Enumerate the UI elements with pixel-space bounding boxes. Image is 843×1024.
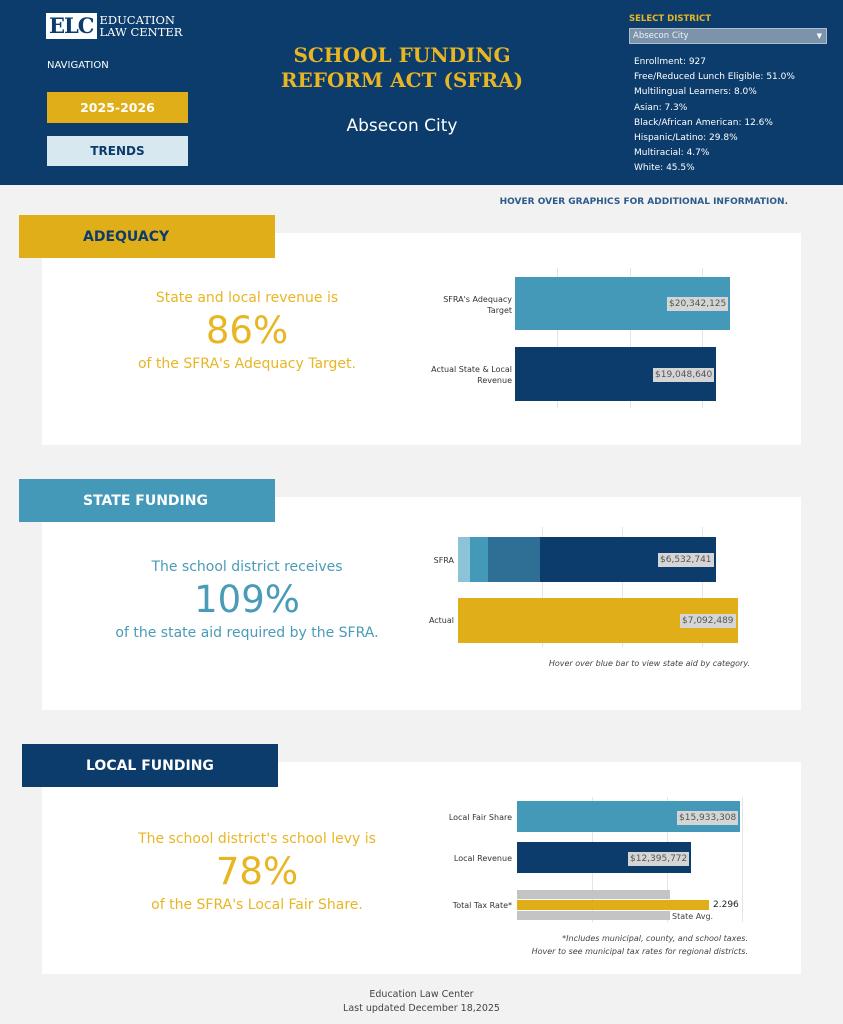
stat-white: White: 45.5% bbox=[634, 163, 695, 174]
district-name: Absecon City bbox=[346, 116, 458, 136]
gridline bbox=[702, 268, 703, 408]
stat-enrollment: Enrollment: 927 bbox=[634, 57, 707, 67]
adequacy-summary: State and local revenue is 86% of the SF… bbox=[82, 290, 412, 372]
tab-state-funding: STATE FUNDING bbox=[19, 479, 275, 522]
stat-frl: Free/Reduced Lunch Eligible: 51.0% bbox=[634, 72, 795, 83]
actual-revenue-label: Actual State & Local Revenue bbox=[431, 365, 512, 385]
stat-asian: Asian: 7.3% bbox=[634, 102, 688, 113]
gridline bbox=[622, 527, 623, 647]
stat-hispanic: Hispanic/Latino: 29.8% bbox=[634, 133, 738, 144]
sfra-label: SFRA bbox=[433, 556, 454, 565]
local-fair-share-value: $15,933,308 bbox=[677, 811, 739, 825]
sfra-state-aid-bar[interactable] bbox=[458, 537, 716, 582]
adequacy-post-text: of the SFRA's Adequacy Target. bbox=[137, 356, 356, 372]
sfra-segment-1[interactable] bbox=[458, 537, 470, 582]
tab-adequacy: ADEQUACY bbox=[19, 215, 275, 258]
gridline bbox=[630, 268, 631, 408]
actual-value: $7,092,489 bbox=[680, 614, 736, 628]
actual-revenue-value: $19,048,640 bbox=[653, 368, 715, 382]
chevron-down-icon: ▼ bbox=[816, 32, 822, 40]
navigation-label: NAVIGATION bbox=[47, 60, 109, 71]
adequacy-percent: 86% bbox=[205, 309, 289, 352]
stat-multiracial: Multiracial: 4.7% bbox=[634, 148, 710, 159]
title-line2: REFORM ACT (SFRA) bbox=[280, 68, 524, 92]
logo-line2: LAW CENTER bbox=[99, 25, 183, 39]
trends-button[interactable]: TRENDS bbox=[47, 136, 188, 166]
tax-footnote-1: *Includes municipal, county, and school … bbox=[562, 934, 748, 943]
local-pre-text: The school district's school levy is bbox=[138, 831, 376, 847]
adequacy-target-label: SFRA's Adequacy Target bbox=[443, 295, 512, 315]
actual-label: Actual bbox=[428, 616, 454, 625]
adequacy-pre-text: State and local revenue is bbox=[155, 290, 339, 306]
state-percent: 109% bbox=[194, 578, 300, 621]
gridline bbox=[742, 797, 743, 922]
stat-black: Black/African American: 12.6% bbox=[634, 117, 773, 128]
page-title: SCHOOL FUNDING REFORM ACT (SFRA) bbox=[262, 43, 542, 93]
local-fair-share-label: Local Fair Share bbox=[448, 813, 512, 822]
district-tax-rate-bar[interactable] bbox=[517, 900, 709, 910]
state-avg-label: State Avg. bbox=[672, 912, 714, 921]
district-select-value: Absecon City bbox=[633, 31, 689, 41]
gridline bbox=[542, 527, 543, 647]
total-tax-rate-label: Total Tax Rate* bbox=[452, 901, 512, 910]
title-line1: SCHOOL FUNDING bbox=[293, 43, 511, 67]
footer-updated: Last updated December 18,2025 bbox=[343, 1003, 500, 1014]
state-hover-note: Hover over blue bar to view state aid by… bbox=[548, 659, 750, 668]
header-banner: ELC EDUCATION LAW CENTER NAVIGATION 2025… bbox=[0, 0, 843, 185]
adequacy-target-value: $20,342,125 bbox=[667, 297, 729, 311]
stat-multilingual: Multilingual Learners: 8.0% bbox=[634, 87, 757, 98]
logo-line1: EDUCATION bbox=[99, 13, 176, 27]
state-pre-text: The school district receives bbox=[151, 559, 343, 575]
local-funding-panel: The school district's school levy is 78%… bbox=[42, 762, 801, 974]
district-stats: Enrollment: 927 Free/Reduced Lunch Eligi… bbox=[634, 55, 795, 177]
logo-mark: ELC bbox=[46, 13, 97, 39]
state-funding-panel: The school district receives 109% of the… bbox=[42, 497, 801, 710]
local-revenue-label: Local Revenue bbox=[453, 854, 512, 863]
elc-logo[interactable]: ELC EDUCATION LAW CENTER bbox=[46, 13, 182, 39]
adequacy-panel: State and local revenue is 86% of the SF… bbox=[42, 233, 801, 445]
year-button[interactable]: 2025-2026 bbox=[47, 92, 188, 123]
state-avg-tax-bar-bottom[interactable] bbox=[517, 911, 670, 920]
gridline bbox=[557, 268, 558, 408]
tab-local-funding: LOCAL FUNDING bbox=[22, 744, 278, 787]
tax-footnote-2: Hover to see municipal tax rates for reg… bbox=[531, 947, 748, 956]
local-percent: 78% bbox=[215, 850, 299, 893]
footer: Education Law Center Last updated Decemb… bbox=[0, 988, 843, 1016]
sfra-segment-2[interactable] bbox=[470, 537, 488, 582]
sfra-value: $6,532,741 bbox=[658, 553, 714, 567]
tax-rate-value: 2.296 bbox=[713, 900, 739, 910]
gridline bbox=[702, 527, 703, 647]
select-district-label: SELECT DISTRICT bbox=[629, 14, 712, 24]
state-summary: The school district receives 109% of the… bbox=[82, 559, 412, 641]
state-post-text: of the state aid required by the SFRA. bbox=[115, 625, 379, 641]
local-revenue-value: $12,395,772 bbox=[628, 852, 690, 866]
logo-text: EDUCATION LAW CENTER bbox=[100, 14, 183, 38]
state-avg-tax-bar-top[interactable] bbox=[517, 890, 670, 899]
footer-org: Education Law Center bbox=[369, 989, 474, 1000]
sfra-segment-3[interactable] bbox=[488, 537, 540, 582]
district-select[interactable]: Absecon City ▼ bbox=[629, 28, 827, 44]
hover-instruction: HOVER OVER GRAPHICS FOR ADDITIONAL INFOR… bbox=[499, 197, 788, 207]
local-post-text: of the SFRA's Local Fair Share. bbox=[151, 897, 363, 913]
local-summary: The school district's school levy is 78%… bbox=[92, 831, 422, 913]
